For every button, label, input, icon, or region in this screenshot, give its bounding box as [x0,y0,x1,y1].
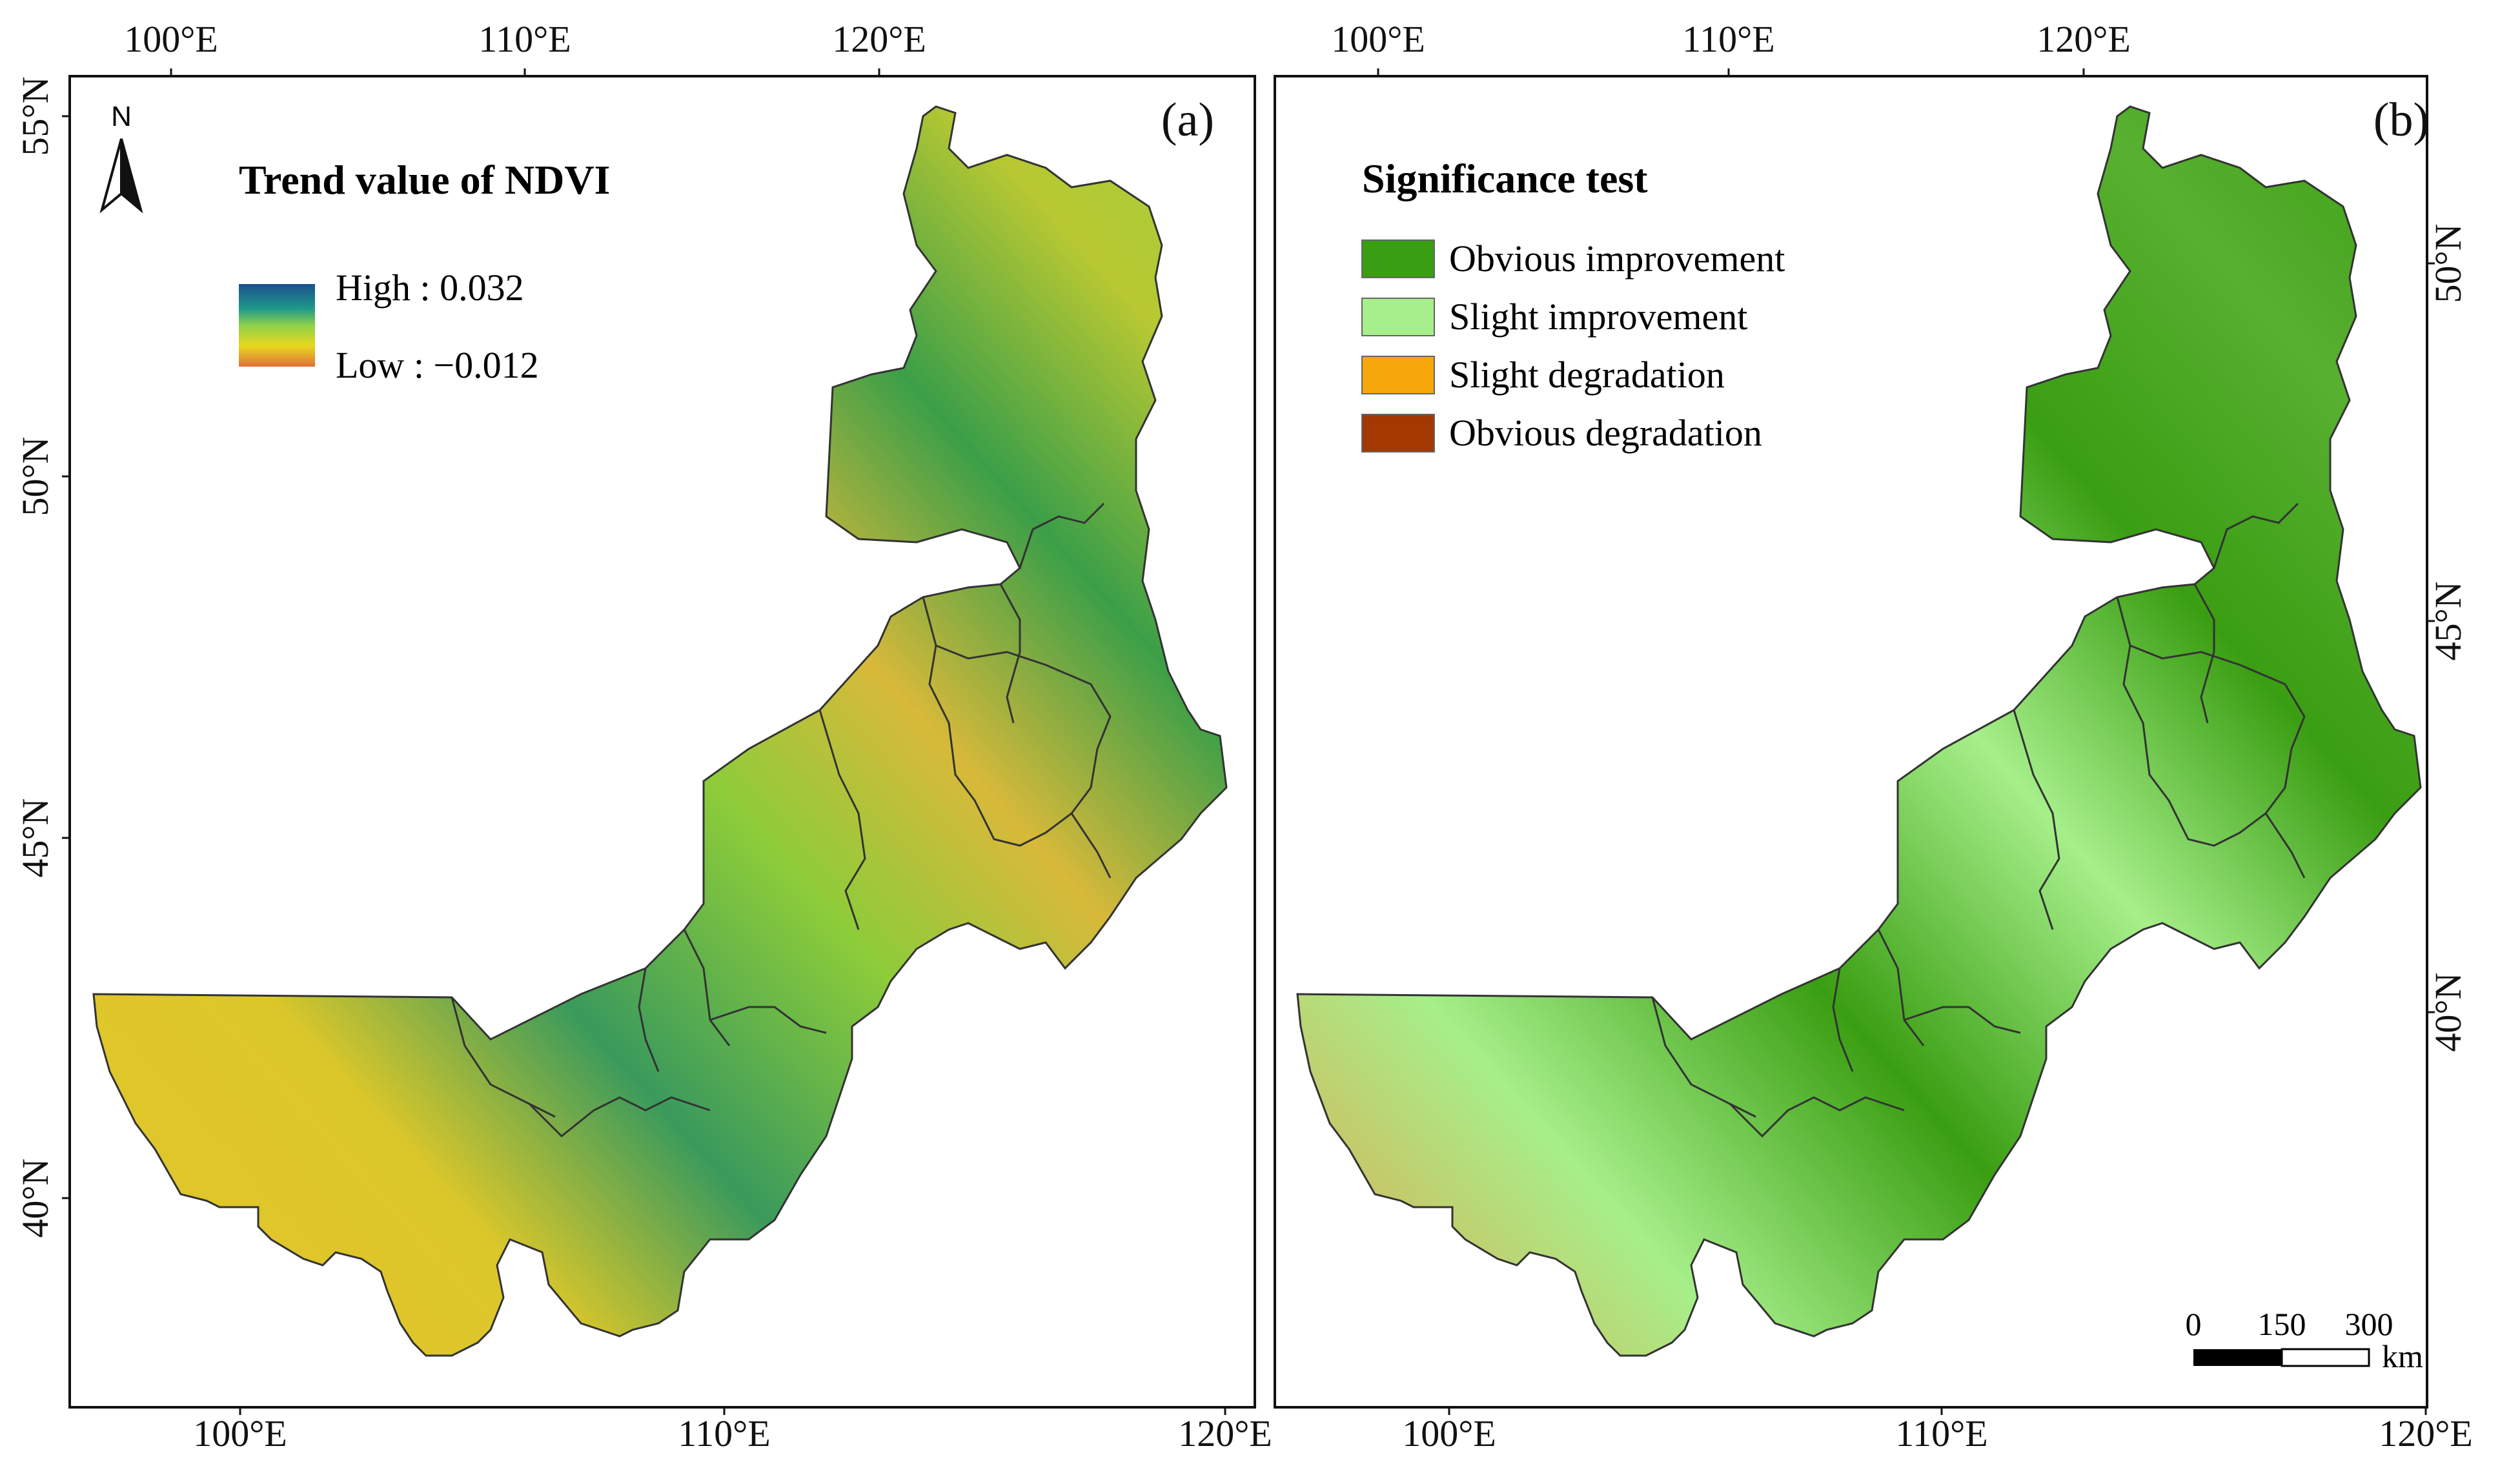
north-arrow-label: N [111,101,132,132]
panel-a-bottom-tick-100: 100°E [193,1412,287,1454]
legend-swatch-slight-improvement [1361,298,1435,336]
panel-b-bottom-tick-120: 120°E [2379,1412,2473,1454]
panel-a-legend-title: Trend value of NDVI [239,157,610,203]
north-arrow-icon: N [99,101,143,214]
panel-b-right-tick-50: 50°N [2427,223,2469,303]
panel-a-top-tick-100: 100°E [124,18,218,60]
panel-b-frame [1274,75,2428,1409]
legend-item-obvious-improvement: Obvious improvement [1361,238,1785,280]
panel-b-label: (b) [2373,94,2429,147]
panel-a-bottom-axis: 100°E 110°E 120°E [193,1407,1272,1454]
panel-a-bottom-tick-110: 110°E [678,1412,770,1454]
panel-a-left-tick-45: 45°N [14,798,56,877]
panel-a-top-tick-120: 120°E [832,18,926,60]
panel-b-bottom-tick-110: 110°E [1895,1412,1987,1454]
panel-b-internal-boundaries [1651,502,2306,1138]
panel-a-label: (a) [1161,94,1214,147]
panel-a-internal-boundaries [451,502,1112,1138]
panel-a-frame [68,75,1256,1409]
panel-a-top-axis: 100°E 110°E 120°E [124,18,926,76]
legend-label-obvious-improvement: Obvious improvement [1449,238,1785,280]
legend-label-slight-degradation: Slight degradation [1449,354,1725,396]
panel-b-top-tick-120: 120°E [2037,18,2131,60]
panel-b-bottom-axis: 100°E 110°E 120°E [1402,1407,2473,1454]
legend-item-obvious-degradation: Obvious degradation [1361,412,1762,454]
legend-item-slight-improvement: Slight improvement [1361,296,1747,338]
panel-a-left-tick-50: 50°N [14,436,56,516]
panel-b-map [1296,105,2422,1357]
legend-high-label: High : 0.032 [336,267,524,309]
inner-mongolia-ndvi-trend-map [92,105,1228,1357]
panel-b: 100°E 110°E 120°E 100°E 110°E 120°E 50°N… [1274,18,2473,1454]
panel-a-left-tick-55: 55°N [14,76,56,156]
scale-bar-white-segment [2281,1348,2370,1367]
scale-label-300: 300 [2345,1306,2393,1342]
scale-unit: km [2382,1338,2423,1374]
panel-b-right-tick-45: 45°N [2427,581,2469,660]
legend-swatch-obvious-degradation [1361,414,1435,453]
scale-bar: 0 150 300 km [2186,1306,2424,1374]
scale-label-150: 150 [2258,1306,2306,1342]
ndvi-color-ramp [239,284,315,367]
panel-a: 100°E 110°E 120°E 100°E 110°E 120°E 55°N… [14,18,1272,1454]
panel-a-map [92,105,1228,1357]
panel-a-legend: Trend value of NDVI High : 0.032 Low : −… [239,157,610,386]
scale-bar-black-segment [2193,1349,2282,1366]
legend-swatch-obvious-improvement [1361,239,1435,278]
inner-mongolia-significance-map [1296,105,2422,1357]
panel-b-right-axis: 50°N 45°N 40°N [2427,223,2469,1052]
legend-label-obvious-degradation: Obvious degradation [1449,412,1762,454]
panel-b-bottom-tick-100: 100°E [1402,1412,1496,1454]
legend-item-slight-degradation: Slight degradation [1361,354,1725,396]
panel-a-bottom-tick-120: 120°E [1178,1412,1272,1454]
scale-label-0: 0 [2186,1306,2202,1342]
legend-low-label: Low : −0.012 [336,344,539,386]
panel-a-left-tick-40: 40°N [14,1158,56,1237]
panel-b-legend: Significance test Obvious improvement Sl… [1361,156,1785,454]
legend-swatch-slight-degradation [1361,356,1435,394]
panel-b-right-tick-40: 40°N [2427,972,2469,1052]
panel-b-top-tick-100: 100°E [1331,18,1425,60]
panel-b-top-tick-110: 110°E [1682,18,1774,60]
panel-a-top-tick-110: 110°E [478,18,571,60]
panel-b-legend-title: Significance test [1362,156,1648,201]
legend-label-slight-improvement: Slight improvement [1449,296,1747,338]
panel-a-left-axis: 55°N 50°N 45°N 40°N [14,76,70,1238]
panel-b-top-axis: 100°E 110°E 120°E [1331,18,2131,76]
